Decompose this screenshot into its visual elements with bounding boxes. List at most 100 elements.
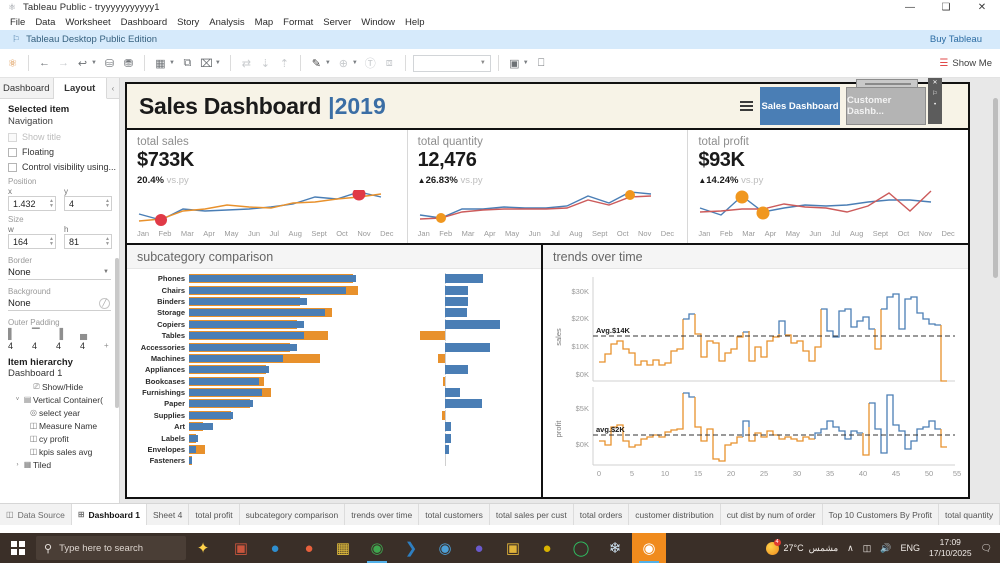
- taskview-icon[interactable]: ▣: [233, 539, 249, 557]
- menu-map[interactable]: Map: [254, 17, 274, 28]
- clear-sheet-caret-icon[interactable]: ▼: [214, 60, 221, 66]
- menu-help[interactable]: Help: [405, 17, 425, 28]
- spotify-icon[interactable]: ◯: [572, 539, 590, 557]
- copilot-sparkle-icon[interactable]: ✦: [196, 539, 210, 557]
- bar-row[interactable]: Bookcases: [127, 375, 541, 387]
- twisty-icon[interactable]: ›: [16, 461, 19, 468]
- new-data-source-icon[interactable]: ⛃: [123, 57, 134, 70]
- windows-start-icon[interactable]: [0, 533, 36, 563]
- floating-checkbox[interactable]: [8, 147, 17, 157]
- sparkline-total-quantity[interactable]: Jan Feb Mar Apr May Jun Jul Aug Sept Oct…: [412, 190, 680, 242]
- tab-top-10-customers-by-profit[interactable]: Top 10 Customers By Profit: [823, 504, 939, 525]
- menu-dashboard[interactable]: Dashboard: [120, 17, 168, 28]
- trends-chart[interactable]: $30K $20K $10K $0K sales $5K $0K profit: [543, 269, 968, 479]
- position-x-stepper[interactable]: ▲ ▼: [49, 197, 54, 209]
- floating-object-controls[interactable]: ✕ ⚐ •: [928, 78, 942, 124]
- nav-button-customer-dashboard[interactable]: Customer Dashb...: [846, 87, 926, 125]
- size-w-stepper[interactable]: ▲ ▼: [49, 235, 54, 247]
- kpi-total-quantity[interactable]: total quantity 12,476 ▲26.83% vs.py: [408, 130, 689, 243]
- show-title-row[interactable]: Show title: [8, 132, 111, 142]
- sparkline-total-profit[interactable]: Jan Feb Mar Apr May Jun Jul Aug Sept Oct…: [692, 190, 960, 242]
- firefox-icon[interactable]: ●: [304, 539, 314, 557]
- nav-button-sales-dashboard[interactable]: Sales Dashboard: [760, 87, 840, 125]
- bar-row[interactable]: Binders: [127, 295, 541, 307]
- weather-widget[interactable]: 4 27°C مشمس: [765, 538, 838, 555]
- bar-row[interactable]: Furnishings: [127, 387, 541, 399]
- position-x-input[interactable]: 1.432 ▲ ▼: [8, 196, 56, 211]
- minimize-button[interactable]: —: [905, 2, 915, 13]
- group-caret-icon[interactable]: ▼: [351, 60, 358, 66]
- sort-asc-icon[interactable]: ⇣: [260, 57, 270, 70]
- hierarchy-item-select-year[interactable]: ◎ select year: [8, 406, 111, 419]
- tab-layout[interactable]: Layout: [53, 78, 107, 99]
- excel-icon[interactable]: ❄: [608, 539, 622, 557]
- new-worksheet-icon[interactable]: ▦: [155, 57, 166, 70]
- undo-icon[interactable]: ↩: [77, 57, 88, 70]
- forward-icon[interactable]: →: [58, 57, 69, 69]
- tab-trends-over-time[interactable]: trends over time: [345, 504, 420, 525]
- tableau-logo-icon[interactable]: ⚛: [7, 57, 18, 70]
- padding-bottom-cell[interactable]: ▄ 4: [80, 329, 104, 351]
- layout-panel-scrollbar[interactable]: [115, 258, 119, 408]
- border-dropdown[interactable]: None ▼: [8, 265, 111, 280]
- menu-data[interactable]: Data: [35, 17, 56, 28]
- bar-row[interactable]: Phones: [127, 273, 541, 285]
- sort-desc-icon[interactable]: ⇡: [279, 57, 289, 70]
- color-picker-icon[interactable]: ╱: [99, 297, 110, 309]
- canvas-scrollbar[interactable]: [993, 98, 998, 278]
- tab-subcategory-comparison[interactable]: subcategory comparison: [240, 504, 346, 525]
- bar-row[interactable]: Supplies: [127, 409, 541, 421]
- hierarchy-item-measure-name[interactable]: ◫ Measure Name: [8, 419, 111, 432]
- hierarchy-item-tiled[interactable]: › ▦ Tiled: [8, 458, 111, 471]
- menu-worksheet[interactable]: Worksheet: [65, 17, 111, 28]
- menu-window[interactable]: Window: [361, 17, 396, 28]
- fit-dropdown[interactable]: ▼: [412, 54, 491, 72]
- new-worksheet-caret-icon[interactable]: ▼: [168, 60, 175, 66]
- powerbi-icon[interactable]: ●: [542, 539, 552, 557]
- position-y-input[interactable]: 4 ▲ ▼: [64, 196, 112, 211]
- bar-row[interactable]: Accessories: [127, 341, 541, 353]
- teams-icon[interactable]: ●: [474, 539, 484, 557]
- edge-icon[interactable]: ●: [270, 539, 280, 557]
- group-members-icon[interactable]: ⊕: [338, 57, 348, 70]
- floating-row[interactable]: Floating: [8, 147, 111, 157]
- back-icon[interactable]: ←: [39, 57, 50, 69]
- more-icon[interactable]: •: [933, 102, 937, 108]
- clear-sheet-icon[interactable]: ⌧: [200, 57, 213, 70]
- pin-icon[interactable]: ⚐: [932, 91, 938, 97]
- control-visibility-row[interactable]: Control visibility using...: [8, 162, 116, 172]
- bar-row[interactable]: Machines: [127, 352, 541, 364]
- save-icon[interactable]: ⛁: [104, 57, 115, 70]
- bar-row[interactable]: Art: [127, 421, 541, 433]
- language-indicator[interactable]: ENG: [900, 543, 921, 553]
- buy-tableau-link[interactable]: Buy Tableau: [929, 34, 982, 45]
- show-me-button[interactable]: ☰ Show Me: [939, 58, 992, 69]
- kpi-total-sales[interactable]: total sales $733K 20.4% vs.py: [127, 130, 408, 243]
- padding-link-icon[interactable]: +: [104, 341, 109, 350]
- show-title-checkbox[interactable]: [8, 132, 17, 142]
- highlight-icon[interactable]: ✎: [311, 57, 321, 70]
- explorer-icon[interactable]: ▦: [335, 539, 351, 557]
- bar-row[interactable]: Tables: [127, 330, 541, 342]
- taskbar-clock[interactable]: 17:09 17/10/2025: [929, 537, 972, 559]
- bar-row[interactable]: Envelopes: [127, 444, 541, 456]
- background-dropdown[interactable]: None ╱: [8, 296, 111, 311]
- undo-caret-icon[interactable]: ▼: [91, 60, 97, 66]
- hierarchy-item-show-hide[interactable]: ⎚ Show/Hide: [8, 380, 111, 393]
- chrome-icon[interactable]: ◉: [360, 533, 394, 563]
- maximize-button[interactable]: ❑: [941, 2, 951, 13]
- taskbar-search-input[interactable]: ⚲ Type here to search: [36, 536, 186, 560]
- padding-left-cell[interactable]: ▌ 4: [8, 329, 32, 351]
- tab-sheet-4[interactable]: Sheet 4: [147, 504, 190, 525]
- bar-row[interactable]: Storage: [127, 307, 541, 319]
- highlight-caret-icon[interactable]: ▼: [324, 60, 331, 66]
- position-y-stepper[interactable]: ▲ ▼: [105, 197, 110, 209]
- volume-icon[interactable]: 🔊: [880, 542, 892, 553]
- tab-cut-dist-by-num-of-order[interactable]: cut dist by num of order: [721, 504, 823, 525]
- control-visibility-checkbox[interactable]: [8, 162, 17, 172]
- battery-icon[interactable]: ◫: [862, 542, 872, 553]
- bar-row[interactable]: Paper: [127, 398, 541, 410]
- menu-server[interactable]: Server: [323, 17, 352, 28]
- presentation-mode-icon[interactable]: ▣: [509, 57, 520, 70]
- kpi-total-profit[interactable]: total profit $93K ▲14.24% vs.py: [688, 130, 968, 243]
